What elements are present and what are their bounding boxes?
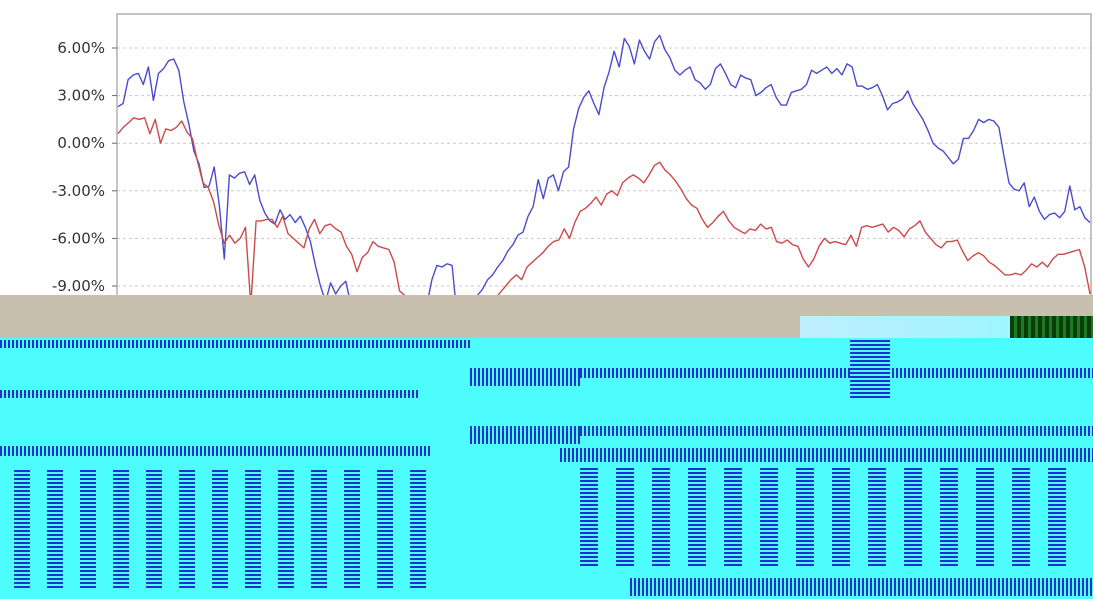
corrupted-block	[940, 466, 958, 566]
line-chart: 6.00% 3.00% 0.00% -3.00% -6.00% -9.00%	[52, 13, 1092, 320]
corrupted-block	[410, 468, 426, 588]
corrupted-block	[850, 338, 890, 398]
corrupted-block	[580, 426, 1093, 436]
corrupted-block	[470, 426, 580, 444]
y-tick-label: -9.00%	[52, 277, 105, 295]
corrupted-block	[724, 466, 742, 566]
corrupted-block	[146, 468, 162, 588]
corrupted-block	[179, 468, 195, 588]
corrupted-block	[212, 468, 228, 588]
corrupted-block	[760, 466, 778, 566]
corrupted-block	[1012, 466, 1030, 566]
corrupted-block	[0, 340, 470, 348]
corrupted-block	[278, 468, 294, 588]
corrupted-block	[832, 466, 850, 566]
corrupted-block	[311, 468, 327, 588]
corrupted-block	[344, 468, 360, 588]
corrupted-block	[688, 466, 706, 566]
corrupted-block	[470, 368, 580, 386]
corrupted-block	[904, 466, 922, 566]
corrupted-block	[796, 466, 814, 566]
corrupted-block	[580, 466, 598, 566]
y-tick-label: -3.00%	[52, 182, 105, 200]
corrupted-dark-block	[1010, 316, 1093, 338]
gridlines	[116, 13, 1092, 320]
corrupted-block	[0, 446, 430, 456]
series-line-blue	[117, 34, 1091, 320]
corrupted-block	[976, 466, 994, 566]
corrupted-block	[245, 468, 261, 588]
corrupted-block	[113, 468, 129, 588]
corrupted-block	[1048, 466, 1066, 566]
y-tick-label: -6.00%	[52, 229, 105, 247]
corrupted-strip	[800, 316, 1010, 338]
corrupted-block	[868, 466, 886, 566]
y-tick-label: 6.00%	[57, 39, 105, 57]
y-tick-label: 3.00%	[57, 87, 105, 105]
series-line-red	[117, 117, 1091, 320]
corrupted-block	[580, 368, 1093, 378]
y-tick-label: 0.00%	[57, 134, 105, 152]
corrupted-block	[80, 468, 96, 588]
plot-frame	[116, 13, 1092, 320]
series-lines	[117, 34, 1091, 320]
corrupted-block	[377, 468, 393, 588]
corrupted-block	[0, 390, 420, 398]
corrupted-block	[616, 466, 634, 566]
chart-svg: 6.00% 3.00% 0.00% -3.00% -6.00% -9.00%	[52, 13, 1092, 320]
corrupted-block	[560, 448, 1093, 462]
corrupted-block	[652, 466, 670, 566]
corrupted-block	[630, 578, 1093, 596]
corrupted-block	[47, 468, 63, 588]
corrupted-region	[0, 338, 1093, 599]
corrupted-block	[14, 468, 30, 588]
y-axis: 6.00% 3.00% 0.00% -3.00% -6.00% -9.00%	[52, 39, 117, 295]
